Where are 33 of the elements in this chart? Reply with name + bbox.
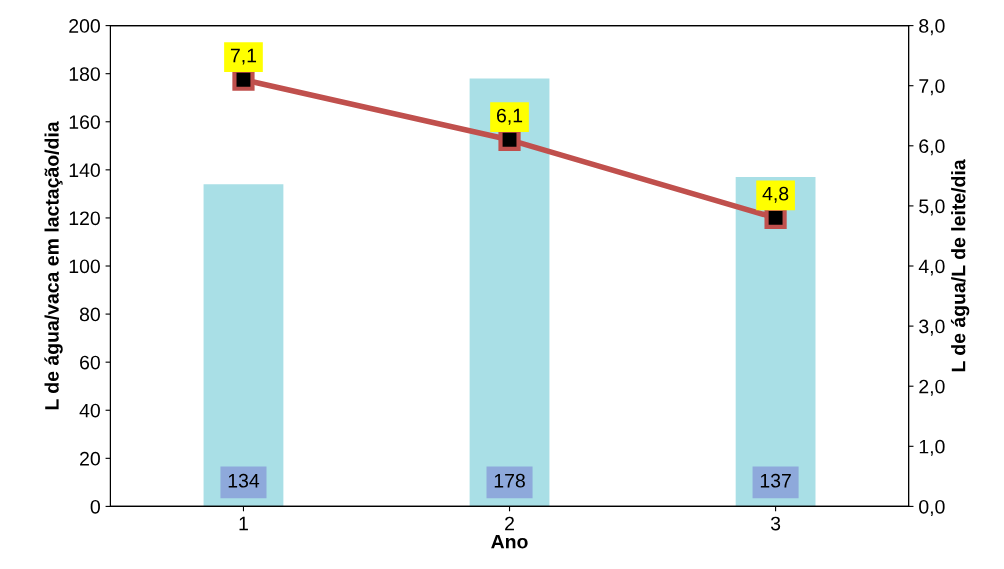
y-tick-label: 200 [69,19,100,33]
y2-axis-title: L de água/L de leite/dia [950,159,970,372]
y2-tick-label: 4,0 [918,259,945,276]
y2-tick-label: 0,0 [919,499,945,516]
y-tick-label: 40 [79,403,100,418]
y-tick-label: 80 [79,307,100,322]
data-label: 6,1 [497,108,523,125]
y-tick-label: 20 [80,451,100,466]
y2-tick-label: 5,0 [919,199,945,216]
x-axis-title: Ano [491,534,528,549]
y-tick-label: 60 [80,355,100,370]
y-tick-label: 0 [90,499,100,514]
y-tick-label: 160 [69,115,100,129]
y2-tick-label: 3,0 [919,319,945,336]
y2-tick-label: 2,0 [919,379,945,396]
x-tick-label: 3 [770,516,781,531]
x-tick-label: 1 [239,516,248,531]
y-tick-label: 180 [69,67,100,81]
y2-tick-label: 7,0 [919,79,945,96]
data-label: 7,1 [230,48,257,65]
data-label: 178 [494,473,525,488]
data-label: 137 [760,473,791,488]
y-tick-label: 100 [69,259,100,274]
x-tick-label: 2 [505,516,514,531]
y-tick-label: 120 [69,211,100,226]
y2-tick-label: 6,0 [919,139,945,156]
y-axis-title: L de água/vaca em lactação/dia [44,121,63,410]
data-label: 4,8 [762,186,789,203]
y2-tick-label: 1,0 [919,439,945,456]
data-label: 134 [228,473,260,488]
y2-tick-label: 8,0 [919,19,945,36]
y-tick-label: 140 [69,163,100,178]
bar [203,184,284,507]
